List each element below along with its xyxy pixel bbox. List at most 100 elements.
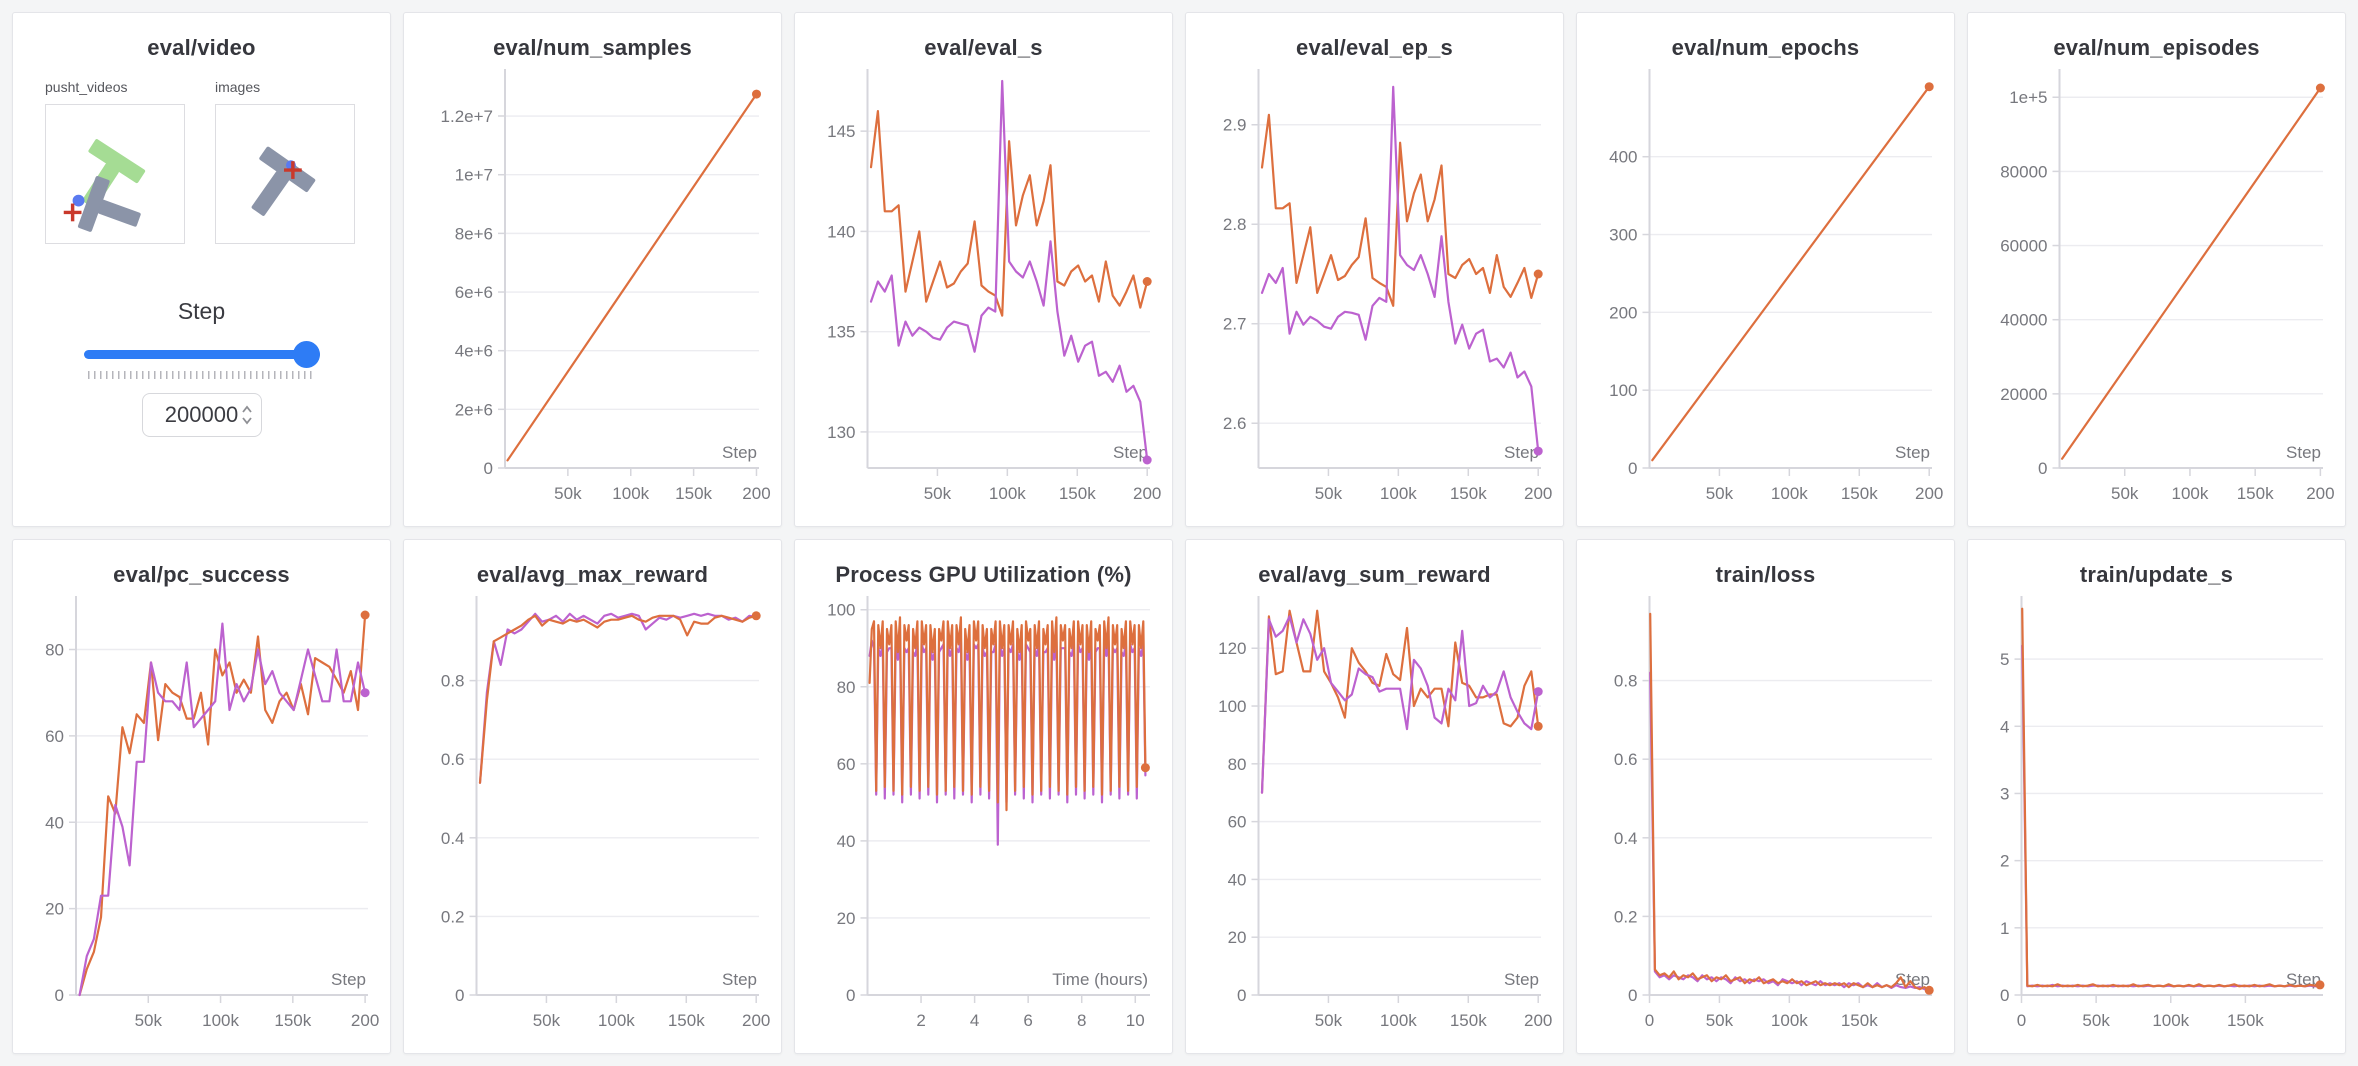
svg-text:8e+6: 8e+6: [455, 224, 493, 243]
svg-text:Step: Step: [722, 970, 757, 989]
red-cross-icon: [284, 161, 302, 179]
svg-text:150k: 150k: [2237, 484, 2274, 503]
chart-eval-eval-ep-s[interactable]: 2.6 2.7 2.8 2.9 50k 100k 150k 200 Step: [1190, 63, 1555, 520]
svg-text:60: 60: [837, 755, 856, 774]
gray-t-shape: [251, 146, 316, 216]
svg-text:40: 40: [837, 832, 856, 851]
panel-title: Process GPU Utilization (%): [835, 562, 1132, 587]
svg-text:130: 130: [827, 423, 855, 442]
svg-text:100k: 100k: [202, 1011, 239, 1030]
video-thumbnail-pusht[interactable]: [45, 104, 185, 244]
svg-text:150k: 150k: [675, 484, 712, 503]
step-slider-ruler: [87, 371, 316, 379]
svg-text:40000: 40000: [2000, 311, 2047, 330]
svg-text:20000: 20000: [2000, 385, 2047, 404]
svg-text:0: 0: [2038, 459, 2047, 478]
svg-text:100: 100: [1218, 697, 1246, 716]
stepper-arrows-icon[interactable]: [240, 402, 254, 428]
svg-text:200: 200: [742, 1011, 770, 1030]
svg-text:0: 0: [846, 986, 855, 1005]
step-slider-label: Step: [177, 298, 226, 324]
svg-text:6e+6: 6e+6: [455, 283, 493, 302]
panel-title: eval/num_episodes: [2053, 35, 2260, 60]
svg-text:150k: 150k: [1059, 484, 1096, 503]
svg-text:50k: 50k: [1315, 484, 1343, 503]
svg-text:50k: 50k: [2111, 484, 2139, 503]
step-slider-handle[interactable]: [292, 341, 320, 368]
svg-text:100k: 100k: [1771, 1011, 1808, 1030]
svg-text:1e+5: 1e+5: [2009, 88, 2047, 107]
step-slider[interactable]: [83, 341, 320, 368]
svg-text:0: 0: [1237, 986, 1246, 1005]
svg-text:1: 1: [2000, 919, 2009, 938]
chart-eval-pc-success[interactable]: 0 20 40 60 80 50k 100k 150k 200 Step: [17, 590, 382, 1047]
svg-text:60000: 60000: [2000, 237, 2047, 256]
chart-gpu-utilization[interactable]: 0 20 40 60 80 100 2 4 6 8 10 Time (hours): [799, 590, 1164, 1047]
svg-text:150k: 150k: [1841, 484, 1878, 503]
svg-text:150k: 150k: [1450, 484, 1487, 503]
image-thumbnail[interactable]: [215, 104, 355, 244]
svg-text:50k: 50k: [1706, 1011, 1734, 1030]
svg-text:Step: Step: [1504, 970, 1539, 989]
svg-text:5: 5: [2000, 650, 2009, 669]
chart-eval-num-epochs[interactable]: 0 100 200 300 400 50k 100k 150k 200 Step: [1581, 63, 1946, 520]
svg-text:2e+6: 2e+6: [455, 400, 493, 419]
media-figures: pusht_videos: [45, 79, 366, 244]
step-value-input[interactable]: 200000: [141, 393, 262, 437]
chart-eval-avg-sum-reward[interactable]: 0 20 40 60 80 100 120 50k 100k 150k 200 Step: [1190, 590, 1555, 1047]
svg-text:0: 0: [484, 459, 493, 478]
svg-text:8: 8: [1077, 1011, 1086, 1030]
svg-text:120: 120: [1218, 639, 1246, 658]
svg-text:0: 0: [1628, 986, 1637, 1005]
svg-text:Step: Step: [1895, 443, 1930, 462]
panel-title: eval/video: [147, 35, 256, 60]
chart-eval-eval-s[interactable]: 130 135 140 145 50k 100k 150k 200 Step: [799, 63, 1164, 520]
chart-eval-avg-max-reward[interactable]: 0 0.2 0.4 0.6 0.8 50k 100k 150k 200 Step: [408, 590, 773, 1047]
svg-text:50k: 50k: [1706, 484, 1734, 503]
svg-text:50k: 50k: [554, 484, 582, 503]
svg-text:200: 200: [742, 484, 770, 503]
svg-text:40: 40: [45, 813, 64, 832]
blue-dot: [72, 194, 85, 207]
svg-text:4e+6: 4e+6: [455, 342, 493, 361]
svg-text:80: 80: [837, 678, 856, 697]
svg-text:50k: 50k: [2082, 1011, 2110, 1030]
svg-text:0.8: 0.8: [1614, 672, 1638, 691]
svg-text:20: 20: [45, 900, 64, 919]
media-body: pusht_videos: [13, 61, 390, 526]
svg-text:100k: 100k: [1380, 484, 1417, 503]
svg-text:100k: 100k: [2172, 484, 2209, 503]
svg-text:200: 200: [351, 1011, 379, 1030]
svg-text:2.7: 2.7: [1223, 315, 1247, 334]
svg-text:0: 0: [55, 986, 64, 1005]
chart-eval-num-episodes[interactable]: 0 20000 40000 60000 80000 1e+5 50k 100k 150k 200 S…: [1972, 63, 2337, 520]
panel-title: eval/eval_ep_s: [1296, 35, 1453, 60]
svg-text:100k: 100k: [989, 484, 1026, 503]
svg-text:3: 3: [2000, 784, 2009, 803]
svg-text:50k: 50k: [135, 1011, 163, 1030]
svg-text:4: 4: [970, 1011, 979, 1030]
chart-eval-num-samples[interactable]: 0 2e+6 4e+6 6e+6 8e+6 1e+7 1.2e+7 50k 100k 150k 20…: [408, 63, 773, 520]
svg-text:0.6: 0.6: [1614, 750, 1638, 769]
svg-text:80: 80: [1228, 755, 1247, 774]
svg-text:40: 40: [1228, 870, 1247, 889]
panel-title: eval/num_samples: [493, 35, 692, 60]
svg-text:150k: 150k: [668, 1011, 705, 1030]
svg-text:100: 100: [1609, 381, 1637, 400]
svg-text:0: 0: [2000, 986, 2009, 1005]
svg-text:0.4: 0.4: [441, 829, 465, 848]
svg-text:150k: 150k: [274, 1011, 311, 1030]
svg-text:80: 80: [45, 641, 64, 660]
svg-text:Step: Step: [331, 970, 366, 989]
panel-title: eval/num_epochs: [1671, 35, 1860, 60]
svg-text:0.6: 0.6: [441, 750, 465, 769]
svg-text:200: 200: [2306, 484, 2334, 503]
step-slider-track[interactable]: [83, 350, 320, 359]
svg-text:2.6: 2.6: [1223, 414, 1247, 433]
svg-text:0.4: 0.4: [1614, 829, 1638, 848]
svg-text:20: 20: [837, 909, 856, 928]
panel-eval-num-episodes: eval/num_episodes 0 20000 40000 60000 80000 1…: [1967, 12, 2346, 527]
svg-text:2.9: 2.9: [1223, 116, 1247, 135]
